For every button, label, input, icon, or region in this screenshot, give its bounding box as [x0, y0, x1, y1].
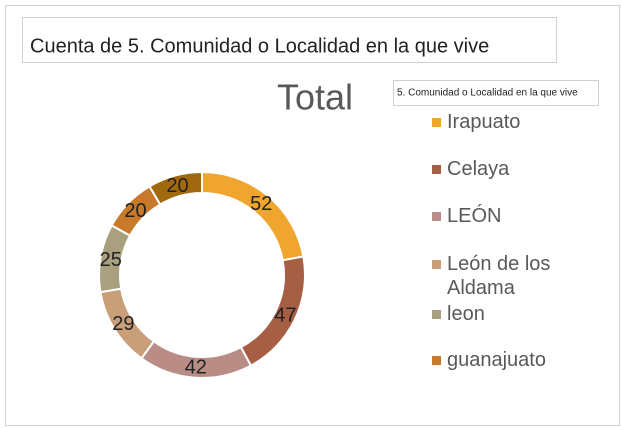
donut-slice [201, 170, 305, 262]
legend-label: León de los Aldama [447, 253, 551, 299]
legend-label: guanajuato [447, 349, 546, 371]
legend-label: leon [447, 303, 485, 325]
frame [5, 5, 620, 426]
legend-swatch [432, 310, 441, 319]
legend-entry: LEÓN [428, 204, 587, 228]
legend-entry: León de los Aldama [428, 252, 587, 300]
legend-entry: Irapuato [428, 110, 587, 134]
legend-swatch [432, 212, 441, 221]
legend-label: Irapuato [447, 111, 521, 133]
data-label: 20 [124, 200, 146, 222]
data-label: 25 [100, 249, 122, 271]
data-label: 42 [185, 357, 207, 379]
header-box [22, 17, 557, 63]
legend-title: 5. Comunidad o Localidad en la que vive [397, 88, 578, 99]
legend-title-box [393, 80, 599, 106]
legend-label: LEÓN [447, 205, 502, 227]
data-label: 29 [112, 313, 134, 335]
data-label: 47 [274, 304, 296, 326]
data-label: 52 [250, 193, 272, 215]
legend-swatch [432, 356, 441, 365]
data-label: 20 [166, 175, 188, 197]
chart-title: Total [277, 77, 353, 118]
header: Cuenta de 5. Comunidad o Localidad en la… [30, 35, 489, 57]
legend-label: Celaya [447, 158, 510, 180]
legend-swatch [432, 118, 441, 127]
legend-swatch [432, 260, 441, 269]
legend-entry: Celaya [428, 157, 587, 181]
legend-swatch [432, 165, 441, 174]
legend-entry: leon [428, 302, 587, 326]
donut-slice [148, 170, 203, 206]
legend-entry: guanajuato [428, 348, 587, 372]
